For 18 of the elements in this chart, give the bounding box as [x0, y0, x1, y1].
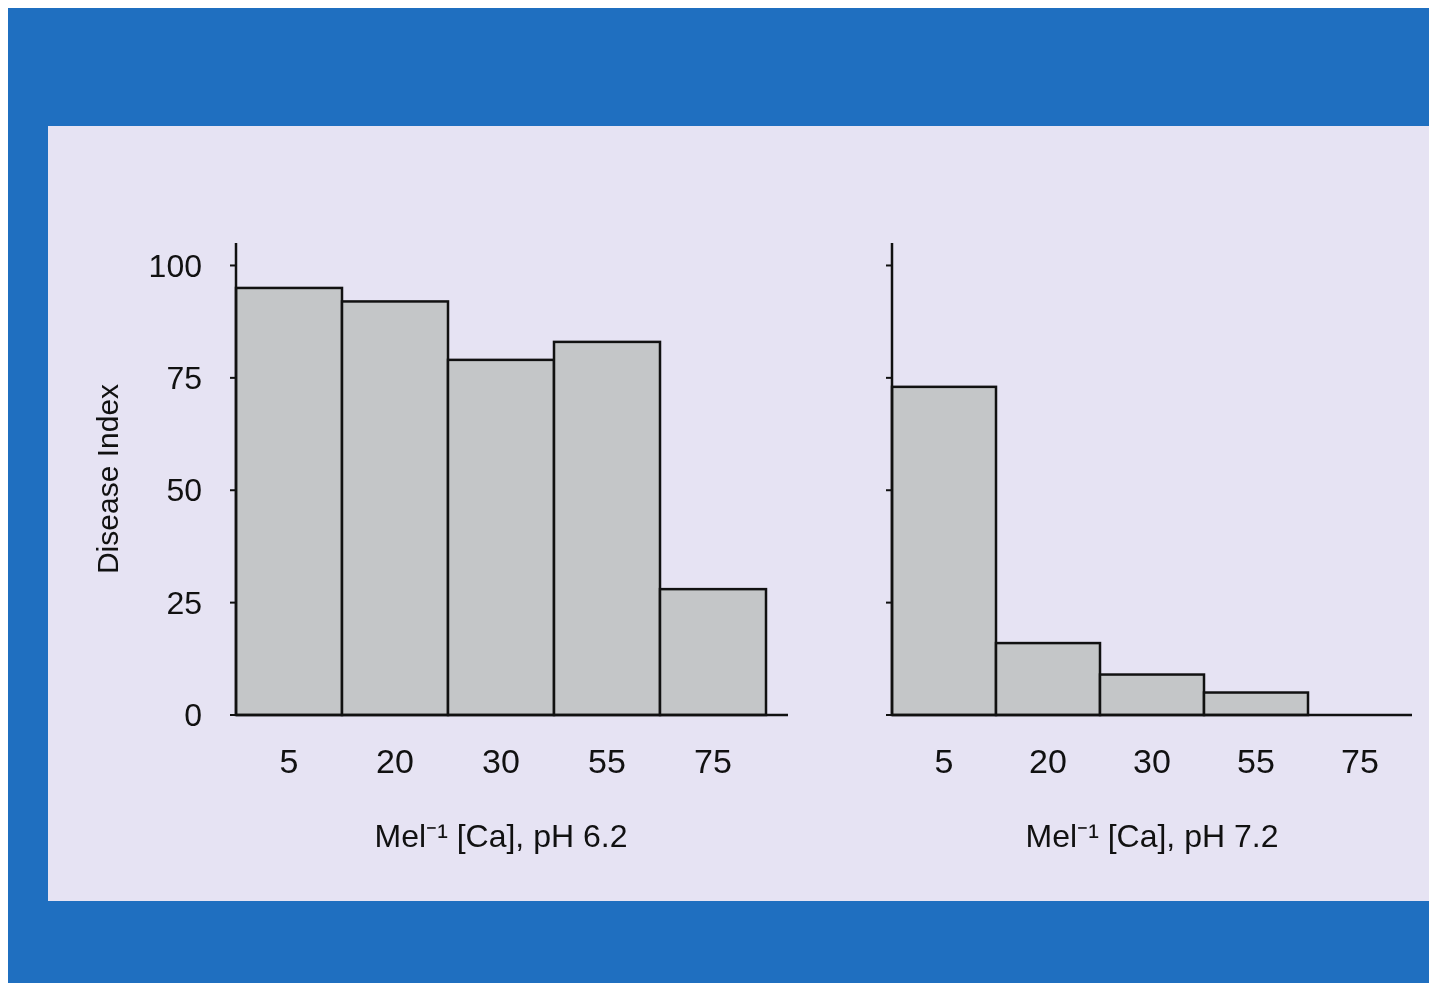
- x-tick-label: 20: [376, 742, 414, 780]
- x-tick-label: 5: [279, 742, 299, 780]
- y-tick-label: 100: [148, 247, 202, 284]
- x-tick-label: 30: [482, 742, 520, 780]
- y-tick-label: 50: [166, 472, 202, 509]
- y-axis-title: Disease Index: [91, 383, 124, 575]
- x-axis-title: Mel⁻¹ [Ca], pH 7.2: [1025, 818, 1279, 854]
- y-tick-label: 25: [166, 584, 202, 621]
- x-tick-label: 75: [694, 742, 732, 780]
- x-tick-label: 5: [934, 742, 954, 780]
- x-tick-label: 75: [1341, 742, 1379, 780]
- x-tick-label: 55: [588, 742, 626, 780]
- y-tick-label: 75: [166, 360, 202, 397]
- x-axis-title: Mel⁻¹ [Ca], pH 6.2: [374, 818, 628, 854]
- y-tick-label: 0: [184, 697, 202, 734]
- x-tick-label: 20: [1029, 742, 1067, 780]
- x-tick-label: 30: [1133, 742, 1171, 780]
- x-tick-label: 55: [1237, 742, 1275, 780]
